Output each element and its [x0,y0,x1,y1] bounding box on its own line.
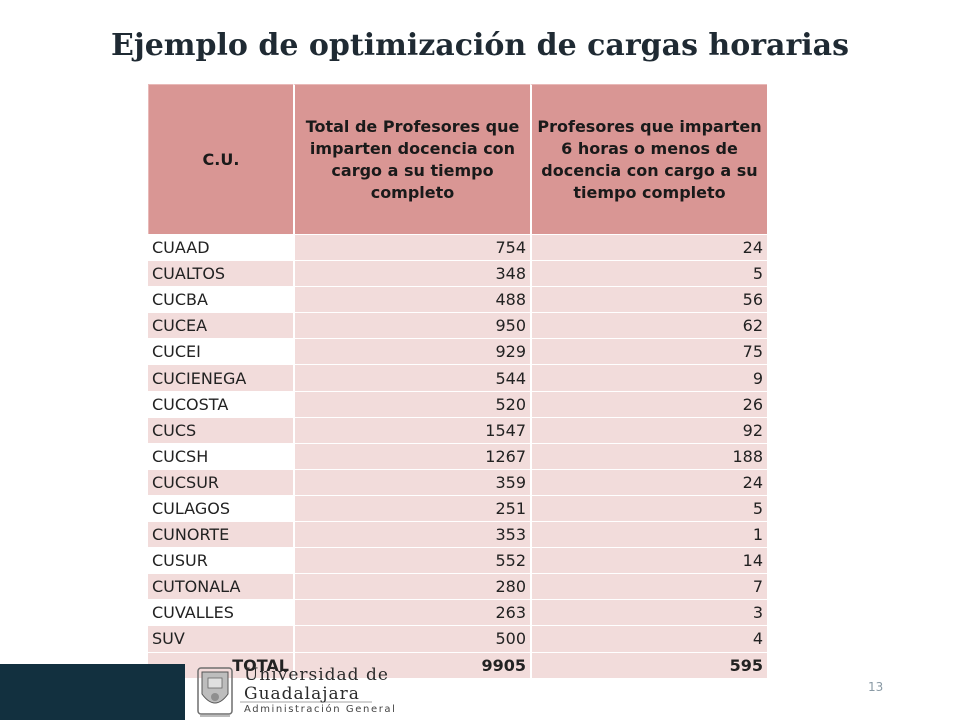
total-professors-cell: 251 [293,494,530,522]
six-hours-cell: 1 [530,521,767,548]
university-logo [197,667,372,717]
cu-name-cell: CUALTOS [148,260,293,287]
six-hours-cell: 9 [530,364,767,391]
total-professors-cell: 929 [293,338,530,365]
six-hours-cell: 5 [530,260,767,287]
six-hours-cell: 56 [530,286,767,313]
table-row: CULAGOS 251 5 [148,494,767,522]
table-row: CUCS 1547 92 [148,416,767,443]
cu-name-cell: CUSUR [148,547,293,574]
table-row: CUAAD 754 24 [148,234,767,261]
total-professors-cell: 263 [293,599,530,626]
table-row: CUSUR 552 14 [148,547,767,574]
slide-title: Ejemplo de optimización de cargas horari… [110,28,850,63]
page-number: 13 [868,680,884,694]
header-total-professors: Total de Profesores que imparten docenci… [293,84,530,234]
total-professors-cell: 1547 [293,416,530,443]
six-hours-cell: 24 [530,468,767,495]
cu-name-cell: CUCSH [148,442,293,469]
cu-name-cell: SUV [148,625,293,652]
cu-name-cell: CUCEI [148,338,293,365]
six-hours-cell: 26 [530,390,767,417]
table-row: CUCEA 950 62 [148,312,767,339]
total-professors-cell: 488 [293,286,530,313]
table-row: CUCSH 1267 188 [148,442,767,469]
total-professors-cell: 544 [293,364,530,391]
logo-line-university: Universidad de [244,665,389,685]
six-hours-sum: 595 [530,651,767,678]
six-hours-cell: 3 [530,599,767,626]
cu-name-cell: CUCBA [148,286,293,313]
six-hours-cell: 92 [530,416,767,443]
six-hours-cell: 14 [530,547,767,574]
six-hours-cell: 62 [530,312,767,339]
cu-name-cell: CUCOSTA [148,390,293,417]
total-professors-cell: 353 [293,521,530,548]
table-row: CUCIENEGA 544 9 [148,364,767,391]
total-professors-cell: 500 [293,625,530,652]
footer-bar [0,664,185,720]
cu-name-cell: CUVALLES [148,599,293,626]
total-professors-sum: 9905 [293,651,530,678]
table-row: CUCBA 488 56 [148,286,767,313]
total-professors-cell: 552 [293,547,530,574]
table-header-row: C.U. Total de Profesores que imparten do… [148,84,767,234]
cu-name-cell: CUTONALA [148,573,293,600]
total-professors-cell: 359 [293,468,530,495]
cu-name-cell: CUCEA [148,312,293,339]
total-professors-cell: 950 [293,312,530,339]
table-row: CUALTOS 348 5 [148,260,767,287]
total-professors-cell: 520 [293,390,530,417]
six-hours-cell: 24 [530,234,767,261]
header-six-hours-professors: Profesores que imparten 6 horas o menos … [530,84,767,234]
six-hours-cell: 75 [530,338,767,365]
table-row: CUCEI 929 75 [148,338,767,365]
six-hours-cell: 7 [530,573,767,600]
total-professors-cell: 754 [293,234,530,261]
table-row: CUCOSTA 520 26 [148,390,767,417]
total-professors-cell: 280 [293,573,530,600]
total-professors-cell: 348 [293,260,530,287]
logo-line-administration: Administración General [244,704,397,715]
workload-table: C.U. Total de Profesores que imparten do… [148,84,767,678]
cu-name-cell: CUCSUR [148,468,293,495]
table-row: SUV 500 4 [148,625,767,652]
header-cu: C.U. [148,84,293,234]
table-total-row: TOTAL 9905 595 [148,651,767,678]
total-professors-cell: 1267 [293,442,530,469]
cu-name-cell: CUCS [148,416,293,443]
table-row: CUCSUR 359 24 [148,468,767,495]
cu-name-cell: CUCIENEGA [148,364,293,391]
table-row: CUTONALA 280 7 [148,573,767,600]
table-row: CUNORTE 353 1 [148,521,767,548]
cu-name-cell: CUNORTE [148,521,293,548]
six-hours-cell: 188 [530,442,767,469]
six-hours-cell: 5 [530,494,767,522]
cu-name-cell: CULAGOS [148,494,293,522]
logo-line-guadalajara: Guadalajara [244,684,360,704]
table-row: CUVALLES 263 3 [148,599,767,626]
cu-name-cell: CUAAD [148,234,293,261]
six-hours-cell: 4 [530,625,767,652]
university-seal-icon [197,667,233,717]
